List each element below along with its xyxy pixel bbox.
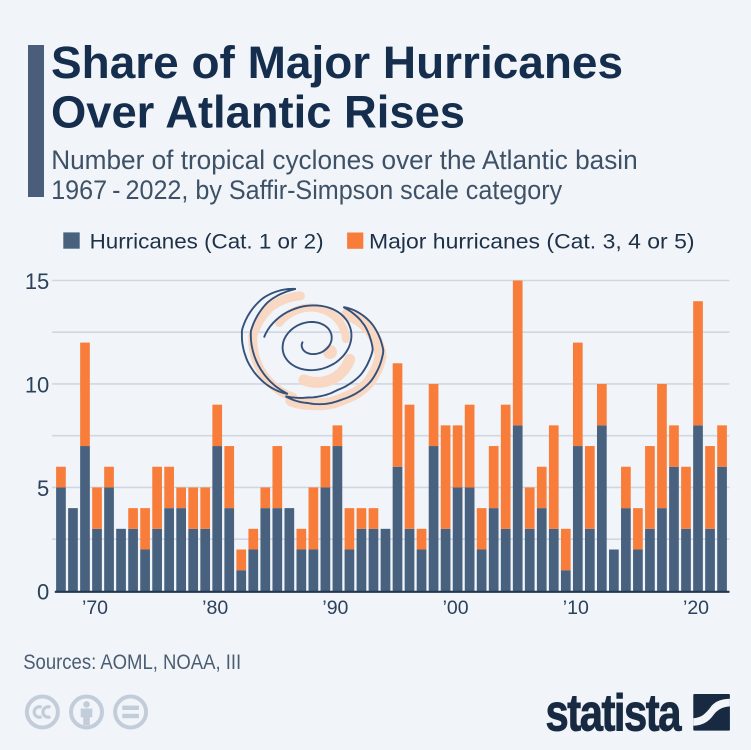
svg-text:Number of tropical cyclones ov: Number of tropical cyclones over the Atl…: [51, 145, 638, 175]
svg-text:’10: ’10: [563, 597, 589, 619]
svg-text:10: 10: [25, 372, 49, 397]
svg-text:Over Atlantic Rises: Over Atlantic Rises: [51, 86, 465, 137]
svg-text:Sources: AOML, NOAA, III: Sources: AOML, NOAA, III: [23, 650, 241, 674]
svg-text:5: 5: [37, 476, 49, 501]
svg-text:’20: ’20: [683, 597, 709, 619]
svg-text:’80: ’80: [202, 597, 228, 619]
svg-text:15: 15: [25, 269, 49, 294]
svg-text:’90: ’90: [322, 597, 348, 619]
svg-text:0: 0: [37, 579, 49, 604]
svg-text:’70: ’70: [82, 597, 108, 619]
svg-text:Major hurricanes (Cat. 3, 4 or: Major hurricanes (Cat. 3, 4 or 5): [369, 230, 695, 254]
svg-text:Share of Major Hurricanes: Share of Major Hurricanes: [51, 37, 623, 88]
svg-text:’00: ’00: [443, 597, 469, 619]
svg-text:1967 - 2022, by Saffir-Simpson: 1967 - 2022, by Saffir-Simpson scale cat…: [51, 175, 562, 205]
svg-text:statista: statista: [546, 683, 682, 741]
svg-text:Hurricanes (Cat. 1 or 2): Hurricanes (Cat. 1 or 2): [90, 230, 324, 254]
